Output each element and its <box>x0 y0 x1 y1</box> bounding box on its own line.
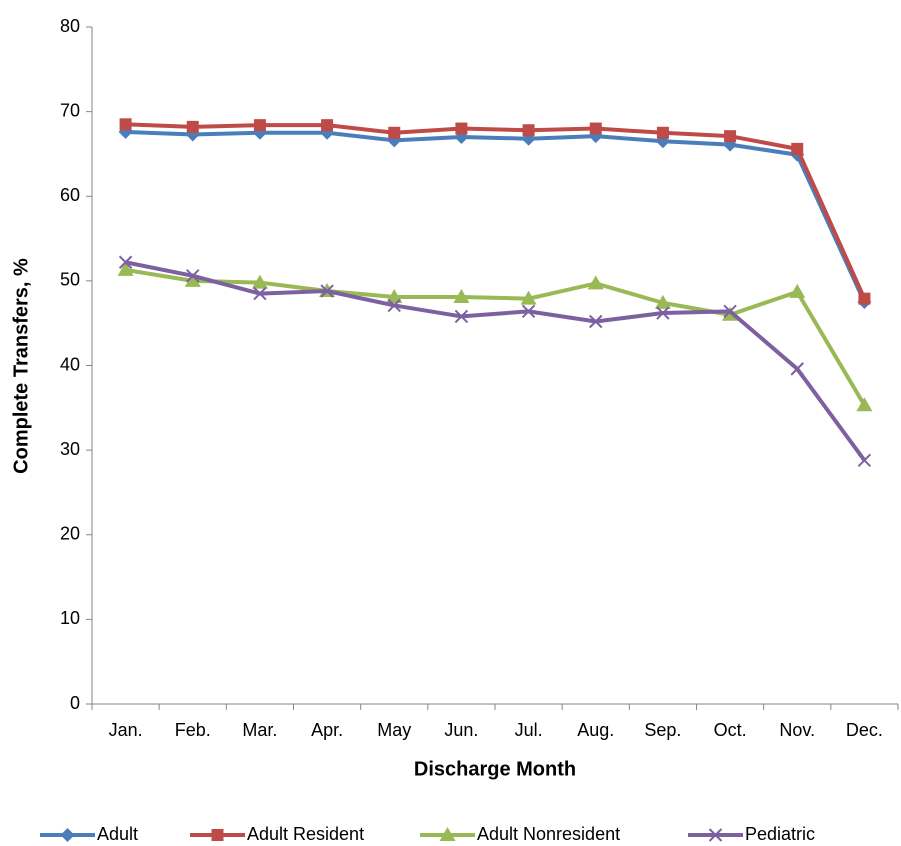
x-tick-label: Mar. <box>242 720 277 740</box>
marker <box>520 290 537 305</box>
marker <box>253 286 267 301</box>
marker <box>723 304 737 319</box>
series-line <box>125 260 867 462</box>
legend-marker <box>211 829 224 841</box>
marker <box>858 292 871 305</box>
marker <box>522 124 535 137</box>
x-tick-label: Dec. <box>846 720 883 740</box>
x-tick-label: Nov. <box>779 720 815 740</box>
y-axis-title: Complete Transfers, % <box>10 258 32 474</box>
marker <box>186 269 200 283</box>
y-tick-label: 0 <box>70 693 80 713</box>
x-tick-label: Sep. <box>644 720 681 740</box>
legend-marker <box>60 828 75 842</box>
marker <box>521 304 536 319</box>
marker <box>656 126 669 139</box>
marker <box>119 118 132 131</box>
x-tick-label: Jan. <box>109 720 143 740</box>
legend-label: Pediatric <box>745 824 815 844</box>
legend-label: Adult <box>97 824 138 844</box>
marker <box>453 288 470 303</box>
marker <box>455 122 468 135</box>
marker <box>387 298 401 313</box>
legend-label: Adult Nonresident <box>477 824 620 844</box>
y-tick-label: 30 <box>60 439 80 459</box>
marker <box>184 272 201 287</box>
marker <box>117 261 134 276</box>
marker <box>118 255 133 269</box>
legend-marker <box>708 828 723 842</box>
x-tick-label: Oct. <box>714 720 747 740</box>
marker <box>791 142 804 155</box>
marker <box>454 309 469 324</box>
y-tick-label: 50 <box>60 270 80 290</box>
x-axis-title: Discharge Month <box>414 758 576 780</box>
x-tick-label: Jun. <box>444 720 478 740</box>
y-tick-label: 80 <box>60 16 80 36</box>
x-tick-label: Apr. <box>311 720 343 740</box>
marker <box>251 274 268 289</box>
y-tick-label: 60 <box>60 185 80 205</box>
x-tick-label: Feb. <box>175 720 211 740</box>
series-line <box>125 267 867 407</box>
x-tick-label: May <box>377 720 411 740</box>
marker <box>857 453 872 467</box>
marker <box>320 284 334 298</box>
marker <box>589 122 602 135</box>
y-tick-label: 10 <box>60 608 80 628</box>
legend-label: Adult Resident <box>247 824 364 844</box>
series-line <box>125 122 867 300</box>
marker <box>321 119 334 132</box>
marker <box>388 126 401 139</box>
x-tick-label: Aug. <box>577 720 614 740</box>
marker <box>790 362 804 376</box>
marker <box>654 294 671 309</box>
y-tick-label: 40 <box>60 354 80 374</box>
marker <box>724 130 737 143</box>
marker <box>186 120 199 133</box>
marker <box>656 306 670 320</box>
legend-marker <box>439 827 456 841</box>
y-tick-label: 20 <box>60 524 80 544</box>
marker <box>253 119 266 132</box>
marker <box>386 288 403 303</box>
marker <box>789 283 806 298</box>
series-line <box>125 129 867 303</box>
marker <box>589 314 603 329</box>
marker <box>856 397 873 412</box>
x-tick-label: Jul. <box>515 720 543 740</box>
marker <box>587 275 604 290</box>
y-tick-label: 70 <box>60 100 80 120</box>
